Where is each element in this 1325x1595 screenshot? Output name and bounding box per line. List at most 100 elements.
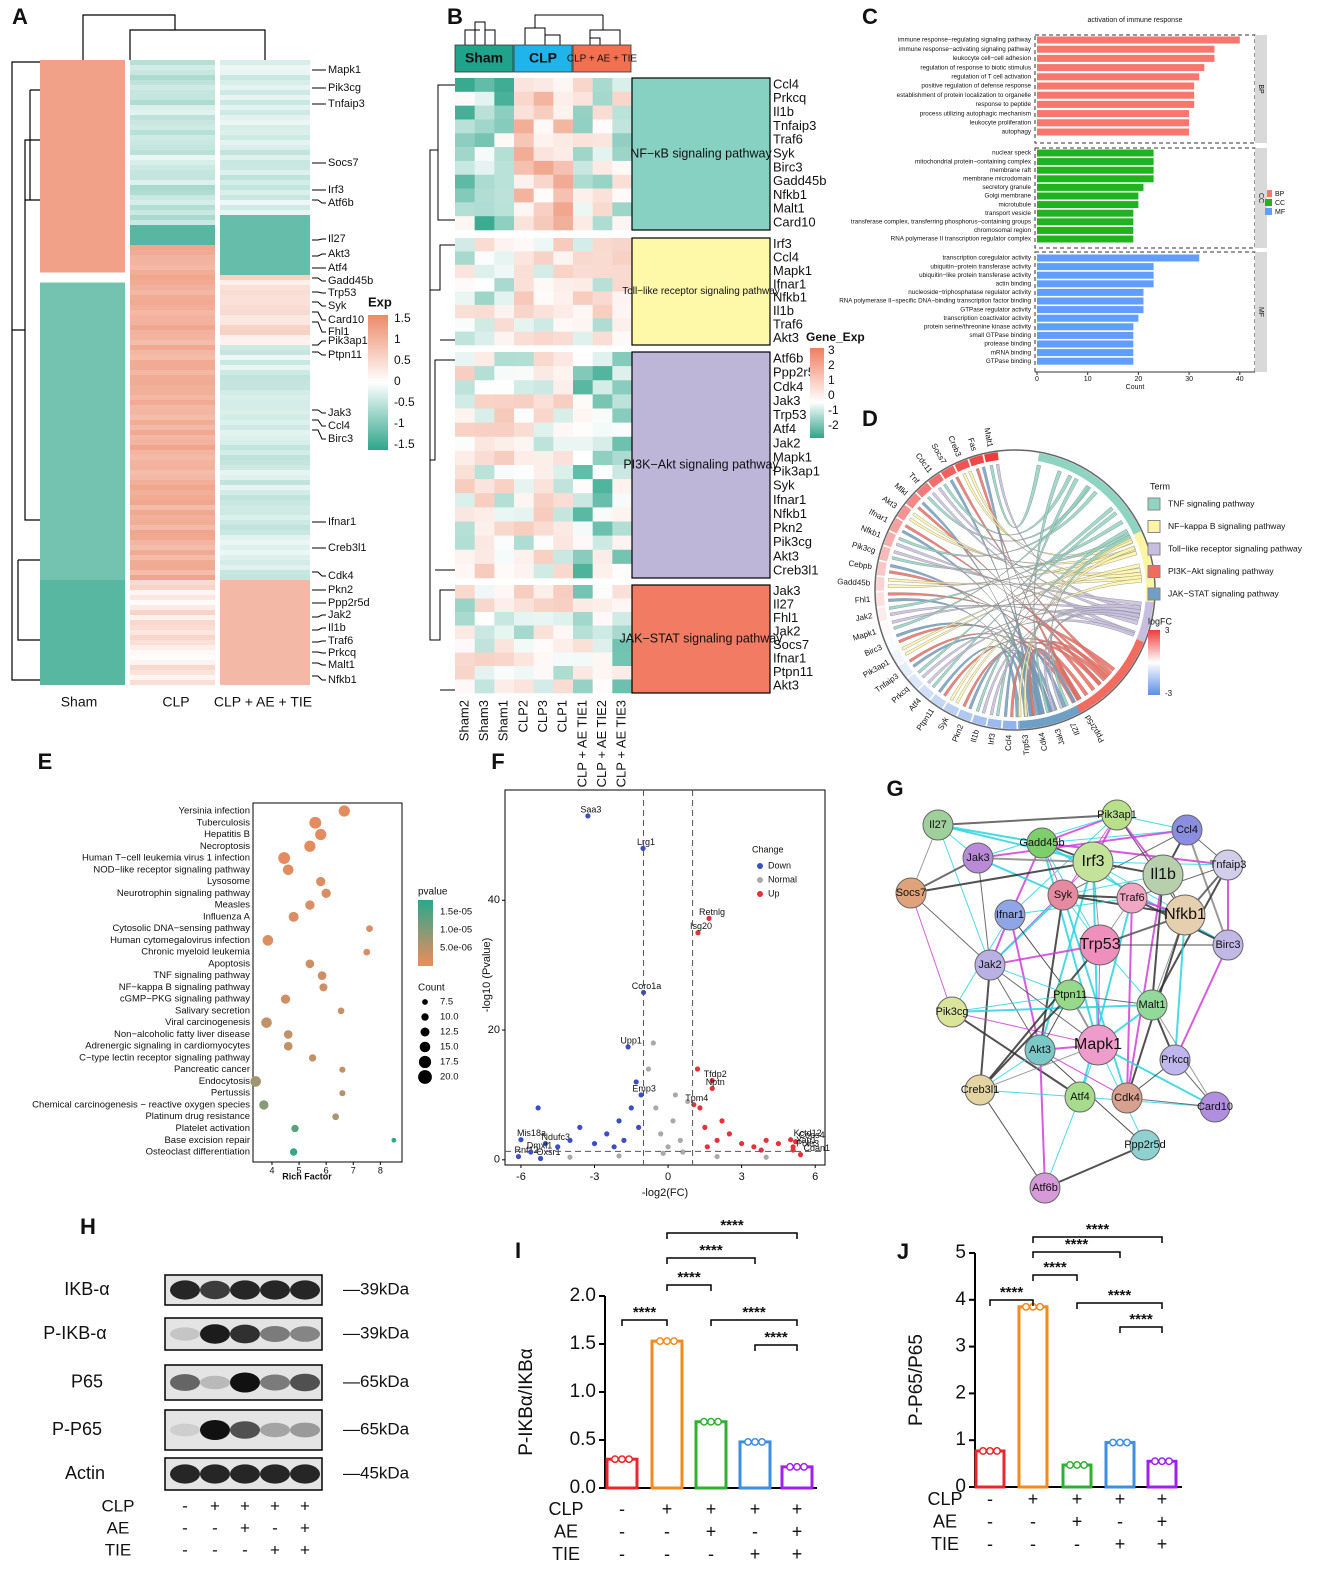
heatmap-cell bbox=[455, 78, 475, 93]
replicate-dot bbox=[751, 1437, 759, 1446]
heatmap-cell bbox=[514, 238, 534, 252]
heatmap-cell bbox=[130, 517, 215, 521]
significance-label: **** bbox=[1086, 1221, 1110, 1238]
heatmap-cell bbox=[130, 607, 215, 611]
heatmap-cell bbox=[40, 465, 125, 468]
node-label: Mapk1 bbox=[1074, 1036, 1122, 1053]
bubble bbox=[319, 983, 328, 992]
heatmap-cell bbox=[514, 450, 534, 466]
heatmap-cell bbox=[220, 537, 310, 541]
heatmap-cell bbox=[130, 137, 215, 141]
heatmap-cell bbox=[130, 117, 215, 121]
condition-label: TIE bbox=[552, 1544, 580, 1564]
heatmap-cell bbox=[494, 352, 515, 367]
heatmap-cell bbox=[40, 452, 125, 456]
heatmap-cell bbox=[474, 174, 495, 189]
y-tick-label: 1.5 bbox=[570, 1333, 596, 1354]
heatmap-cell bbox=[573, 625, 593, 640]
gene-label: Irf3 bbox=[773, 236, 792, 251]
category-label: regulation of response to biotic stimulu… bbox=[920, 64, 1031, 71]
heatmap-cell bbox=[130, 352, 215, 356]
node-label: Ptpn11 bbox=[1053, 989, 1087, 1001]
heatmap-cell bbox=[592, 479, 613, 494]
heatmap-cell bbox=[220, 587, 310, 591]
heatmap-cell bbox=[573, 612, 593, 626]
heatmap-cell bbox=[40, 197, 125, 201]
condition-sign: - bbox=[1030, 1511, 1036, 1531]
heatmap-cell bbox=[130, 490, 215, 493]
heatmap-cell bbox=[533, 450, 554, 466]
heatmap-cell bbox=[533, 479, 554, 494]
heatmap-cell bbox=[612, 394, 633, 409]
heatmap-cell bbox=[40, 390, 125, 393]
bar bbox=[1037, 149, 1154, 157]
heatmap-cell bbox=[40, 250, 125, 253]
legend-dot bbox=[757, 877, 763, 883]
category-label: positive regulation of defense response bbox=[921, 83, 1031, 90]
heatmap-cell bbox=[40, 140, 125, 143]
category-label: C−type lectin receptor signaling pathway bbox=[79, 1052, 250, 1063]
heatmap-cell bbox=[130, 135, 215, 138]
heatmap-cell bbox=[130, 370, 215, 373]
heatmap-cell bbox=[220, 165, 310, 168]
heatmap-cell bbox=[592, 422, 613, 438]
network-edge bbox=[979, 1044, 1099, 1091]
replicate-dot bbox=[611, 1455, 619, 1464]
heatmap-cell bbox=[455, 394, 475, 409]
heatmap-cell bbox=[514, 188, 534, 203]
heatmap-cell bbox=[40, 152, 125, 156]
heatmap-cell bbox=[553, 380, 574, 395]
heatmap-cell bbox=[494, 304, 515, 319]
heatmap-cell bbox=[40, 330, 125, 333]
heatmap-cell bbox=[573, 408, 593, 423]
heatmap-cell bbox=[494, 436, 515, 452]
heatmap-cell bbox=[514, 408, 534, 423]
bubble bbox=[262, 935, 274, 946]
bar bbox=[694, 1420, 728, 1490]
heatmap-cell bbox=[130, 312, 215, 316]
heatmap-cell bbox=[612, 585, 633, 599]
heatmap-cell bbox=[130, 640, 215, 643]
bar bbox=[1037, 349, 1134, 357]
gene-connector bbox=[312, 291, 326, 294]
heatmap-cell bbox=[474, 160, 495, 176]
node-label: Nfkb1 bbox=[1164, 906, 1206, 923]
heatmap-cell bbox=[130, 645, 215, 648]
heatmap-cell bbox=[553, 251, 574, 266]
gene-label: Socs7 bbox=[773, 637, 809, 652]
heatmap-cell bbox=[40, 477, 125, 481]
heatmap-cell bbox=[130, 500, 215, 503]
heatmap-cell bbox=[220, 235, 310, 238]
legend-tick: -1 bbox=[394, 416, 405, 430]
heatmap-cell bbox=[220, 280, 310, 283]
heatmap-cell bbox=[130, 280, 215, 283]
chord-ribbon bbox=[989, 606, 1141, 716]
legend-tick: 1.5e-05 bbox=[440, 907, 472, 918]
gene-label: Il27 bbox=[1068, 721, 1082, 737]
heatmap-cell bbox=[40, 490, 125, 493]
network-edge bbox=[979, 1089, 1081, 1098]
heatmap-cell bbox=[220, 535, 310, 538]
heatmap-cell bbox=[494, 202, 515, 217]
heatmap-cell bbox=[40, 337, 125, 341]
heatmap-cell bbox=[612, 188, 633, 203]
heatmap-cell bbox=[612, 598, 633, 613]
category-label: NF−kappa B signaling pathway bbox=[119, 982, 250, 993]
heatmap-cell bbox=[220, 440, 310, 443]
node-label: Tnfaip3 bbox=[1210, 859, 1247, 871]
legend-tick: 1.0e-05 bbox=[440, 925, 472, 936]
heatmap-cell bbox=[220, 355, 310, 358]
heatmap-cell bbox=[40, 80, 125, 83]
pathway-box bbox=[631, 237, 771, 346]
chart-title: activation of immune response bbox=[1088, 17, 1183, 24]
heatmap-cell bbox=[40, 97, 125, 101]
chord-ribbon bbox=[927, 619, 1135, 685]
blot-band bbox=[260, 1464, 290, 1484]
x-tick-label: 40 bbox=[1236, 376, 1244, 383]
heatmap-cell bbox=[612, 479, 633, 494]
heatmap-cell bbox=[40, 65, 125, 68]
heatmap-cell bbox=[40, 437, 125, 441]
gene-label: Cebpb bbox=[848, 559, 873, 572]
heatmap-cell bbox=[220, 625, 310, 628]
heatmap-cell bbox=[220, 627, 310, 631]
